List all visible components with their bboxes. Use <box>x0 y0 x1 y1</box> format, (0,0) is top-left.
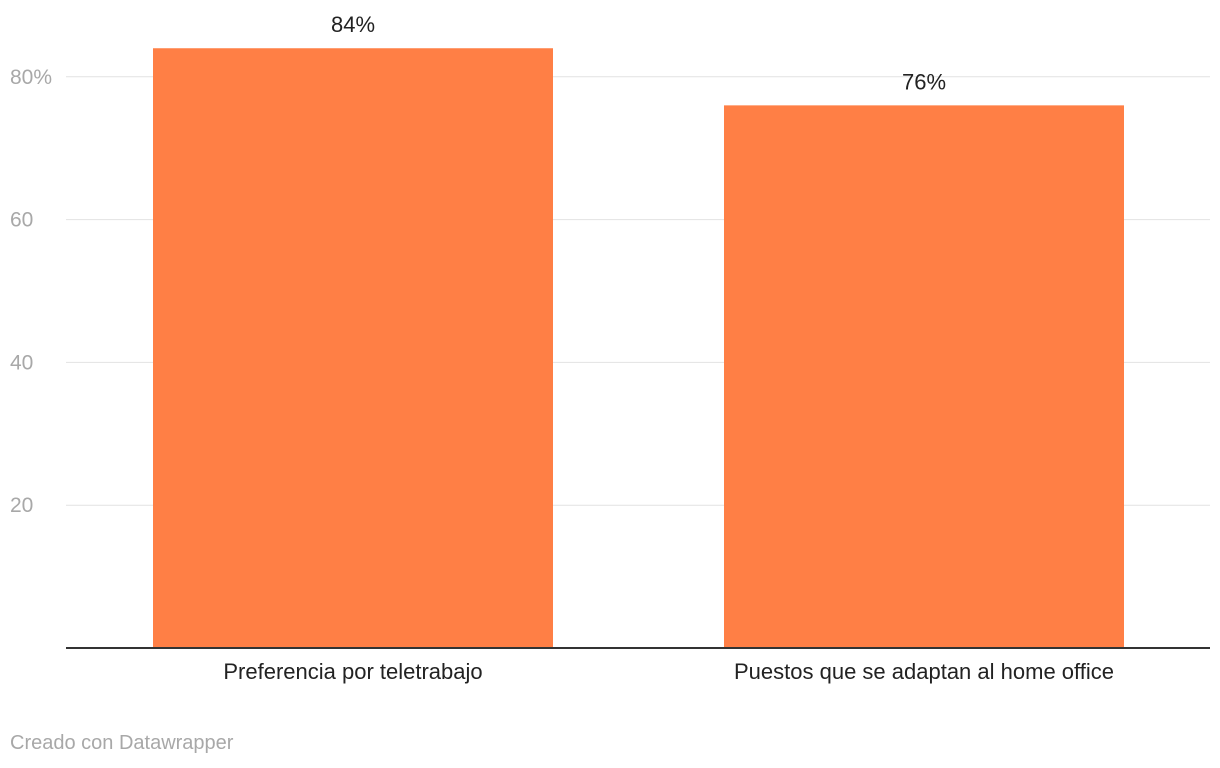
y-tick-label: 40 <box>10 351 33 374</box>
bar-value-label: 76% <box>902 69 946 94</box>
x-category-label: Preferencia por teletrabajo <box>223 659 482 684</box>
bar <box>724 105 1124 649</box>
y-tick-label: 80% <box>10 66 52 89</box>
x-category-label: Puestos que se adaptan al home office <box>734 659 1114 684</box>
source-credit: Creado con Datawrapper <box>10 732 234 754</box>
label-layer: 20 40 60 80% 84% Preferencia por teletrabajo 7… <box>10 12 1114 684</box>
y-tick-label: 20 <box>10 494 33 517</box>
bar-value-label: 84% <box>331 12 375 37</box>
bar <box>153 48 553 649</box>
y-tick-label: 60 <box>10 209 33 232</box>
bar-layer <box>153 48 1124 649</box>
